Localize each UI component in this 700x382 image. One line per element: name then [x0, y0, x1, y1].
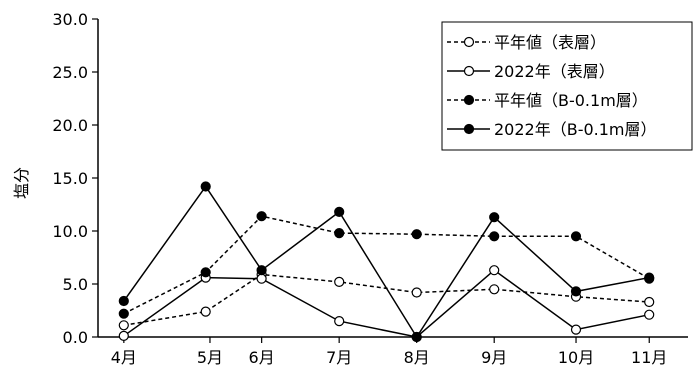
data-point: [570, 286, 582, 297]
data-point: [411, 229, 422, 240]
legend-label: 平年値（表層）: [494, 33, 606, 52]
legend-label: 2022年（B-0.1m層）: [494, 120, 657, 139]
series-1: [118, 269, 655, 331]
series-line: [123, 269, 650, 338]
data-point: [334, 228, 345, 239]
data-point: [570, 231, 582, 242]
data-point: [118, 320, 129, 331]
series-line: [123, 273, 650, 327]
data-point: [411, 331, 422, 343]
legend-marker: [463, 123, 475, 135]
legend-marker: [463, 94, 475, 106]
y-axis-title: 塩分: [12, 167, 31, 199]
x-tick-label: 5月: [197, 348, 223, 367]
data-point: [256, 273, 267, 284]
series-3: [118, 211, 655, 319]
series-2: [118, 265, 655, 343]
data-point: [489, 265, 500, 276]
y-tick-label: 5.0: [63, 275, 88, 294]
data-point: [256, 265, 267, 276]
data-point: [256, 211, 267, 222]
legend-item: 2022年（B-0.1m層）: [447, 120, 657, 139]
y-tick-label: 30.0: [52, 10, 88, 29]
x-tick-label: 8月: [404, 348, 430, 367]
data-point: [118, 330, 129, 341]
legend-item: 2022年（表層）: [447, 62, 615, 81]
data-point: [200, 306, 211, 317]
series-line: [123, 215, 650, 315]
y-tick-label: 0.0: [63, 328, 88, 347]
y-tick-label: 10.0: [52, 222, 88, 241]
data-point: [334, 206, 345, 217]
y-tick-label: 15.0: [52, 169, 88, 188]
data-point: [118, 295, 129, 307]
data-point: [644, 309, 655, 320]
data-point: [334, 316, 345, 327]
data-point: [334, 276, 345, 287]
x-tick-label: 4月: [111, 348, 137, 367]
y-axis: 0.0 5.0 10.0 15.0 20.0 25.0 30.0: [52, 10, 98, 347]
x-axis: 4月 5月 6月 7月 8月 9月 10月 11月: [111, 337, 667, 367]
x-tick-label: 7月: [326, 348, 352, 367]
legend-marker: [463, 65, 475, 77]
x-tick-label: 9月: [481, 348, 507, 367]
legend: 平年値（表層） 2022年（表層） 平年値（B-0.1m層） 2022年（B-0.1m…: [441, 21, 693, 151]
data-point: [489, 212, 500, 223]
data-point: [570, 324, 582, 335]
y-tick-label: 20.0: [52, 116, 88, 135]
data-point: [644, 272, 655, 283]
x-tick-label: 6月: [249, 348, 275, 367]
y-tick-label: 25.0: [52, 63, 88, 82]
x-tick-label: 10月: [558, 348, 594, 367]
data-point: [489, 284, 500, 295]
data-point: [200, 181, 211, 192]
data-point: [411, 287, 422, 298]
data-point: [644, 296, 655, 308]
data-point: [200, 267, 211, 278]
data-point: [489, 231, 500, 242]
series-line: [123, 185, 650, 339]
x-tick-label: 11月: [631, 348, 667, 367]
legend-item: 平年値（B-0.1m層）: [447, 91, 648, 110]
legend-marker: [463, 36, 475, 48]
series-4: [118, 181, 655, 343]
series-layer: [118, 181, 655, 343]
data-point: [118, 308, 129, 319]
legend-label: 2022年（表層）: [494, 62, 615, 81]
legend-item: 平年値（表層）: [447, 33, 606, 52]
legend-label: 平年値（B-0.1m層）: [494, 91, 648, 110]
